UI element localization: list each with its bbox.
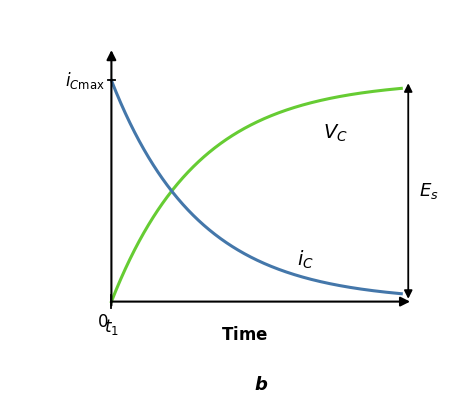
Text: $\mathbf{Time}$: $\mathbf{Time}$ [221,326,268,344]
Text: $\bfit{b}$: $\bfit{b}$ [254,376,268,394]
Text: $i_C$: $i_C$ [297,248,314,271]
Text: $i_{C\rm{max}}$: $i_{C\rm{max}}$ [65,70,104,91]
Text: $0$: $0$ [97,313,109,331]
Text: $t_1$: $t_1$ [104,317,119,337]
Text: $V_C$: $V_C$ [323,123,348,144]
Text: $E_s$: $E_s$ [419,181,438,201]
